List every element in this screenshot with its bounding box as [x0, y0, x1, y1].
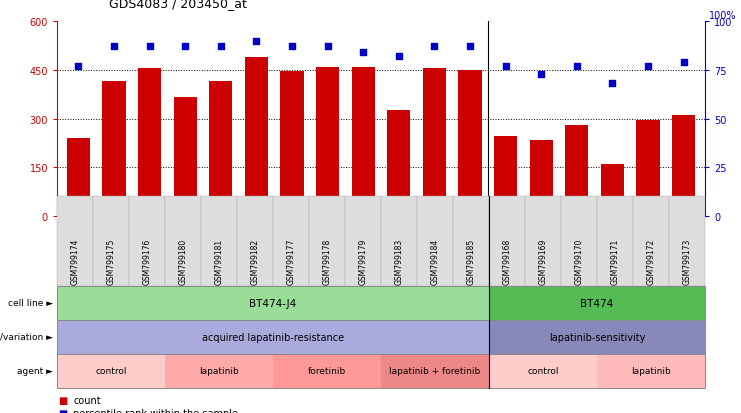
Text: acquired lapatinib-resistance: acquired lapatinib-resistance — [202, 332, 344, 342]
Text: GDS4083 / 203450_at: GDS4083 / 203450_at — [109, 0, 247, 9]
Text: GSM799169: GSM799169 — [539, 238, 548, 284]
Bar — [459, 71, 482, 216]
Text: ■: ■ — [59, 408, 67, 413]
Text: GSM799172: GSM799172 — [646, 238, 656, 284]
Point — [144, 44, 156, 50]
Bar — [388, 111, 411, 216]
Point — [286, 44, 298, 50]
Text: genotype/variation ►: genotype/variation ► — [0, 333, 53, 342]
Text: BT474: BT474 — [580, 298, 614, 308]
Point — [357, 50, 369, 57]
Bar — [173, 98, 197, 216]
Point — [108, 44, 120, 50]
Text: GSM799184: GSM799184 — [431, 238, 439, 284]
Bar — [280, 72, 304, 216]
Point — [322, 44, 333, 50]
Point — [678, 59, 690, 66]
Text: GSM799182: GSM799182 — [250, 238, 259, 284]
Bar — [209, 82, 233, 216]
Text: percentile rank within the sample: percentile rank within the sample — [73, 408, 239, 413]
Bar — [601, 165, 624, 216]
Text: GSM799175: GSM799175 — [107, 238, 116, 284]
Bar — [565, 126, 588, 216]
Text: agent ►: agent ► — [17, 367, 53, 375]
Point — [606, 81, 618, 88]
Text: GSM799180: GSM799180 — [179, 238, 187, 284]
Point — [250, 38, 262, 45]
Bar — [637, 121, 659, 216]
Text: BT474-J4: BT474-J4 — [250, 298, 296, 308]
Text: foretinib: foretinib — [308, 367, 346, 375]
Bar — [102, 82, 125, 216]
Text: GSM799171: GSM799171 — [611, 238, 619, 284]
Bar — [530, 140, 553, 216]
Point — [571, 63, 582, 70]
Text: 100%: 100% — [709, 11, 737, 21]
Text: GSM799183: GSM799183 — [394, 238, 404, 284]
Text: count: count — [73, 395, 101, 405]
Text: GSM799178: GSM799178 — [322, 238, 331, 284]
Text: cell line ►: cell line ► — [8, 299, 53, 308]
Text: GSM799176: GSM799176 — [142, 238, 151, 284]
Text: lapatinib + foretinib: lapatinib + foretinib — [389, 367, 481, 375]
Bar — [316, 67, 339, 216]
Bar — [672, 116, 695, 216]
Point — [642, 63, 654, 70]
Bar — [423, 69, 446, 216]
Point — [393, 54, 405, 60]
Point — [464, 44, 476, 50]
Point — [73, 63, 84, 70]
Text: GSM799181: GSM799181 — [214, 238, 224, 284]
Bar — [245, 57, 268, 216]
Text: GSM799179: GSM799179 — [359, 238, 368, 284]
Text: GSM799185: GSM799185 — [467, 238, 476, 284]
Text: GSM799170: GSM799170 — [574, 238, 583, 284]
Text: lapatinib: lapatinib — [199, 367, 239, 375]
Text: lapatinib-sensitivity: lapatinib-sensitivity — [549, 332, 645, 342]
Text: control: control — [528, 367, 559, 375]
Text: control: control — [96, 367, 127, 375]
Bar — [138, 69, 161, 216]
Bar — [494, 137, 517, 216]
Text: GSM799168: GSM799168 — [502, 238, 511, 284]
Point — [215, 44, 227, 50]
Text: ■: ■ — [59, 395, 67, 405]
Text: lapatinib: lapatinib — [631, 367, 671, 375]
Bar — [67, 139, 90, 216]
Point — [499, 63, 511, 70]
Text: GSM799177: GSM799177 — [287, 238, 296, 284]
Point — [535, 71, 547, 78]
Text: GSM799173: GSM799173 — [682, 238, 691, 284]
Text: GSM799174: GSM799174 — [70, 238, 79, 284]
Point — [428, 44, 440, 50]
Point — [179, 44, 191, 50]
Bar — [352, 67, 375, 216]
